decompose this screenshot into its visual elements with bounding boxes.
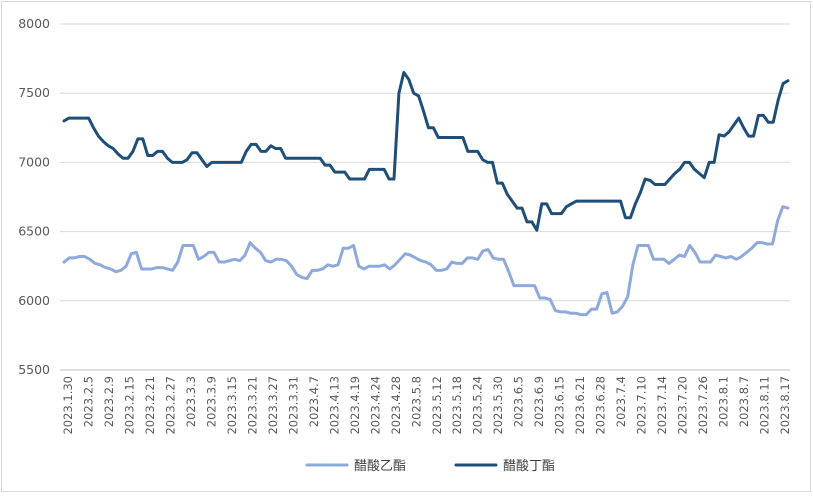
x-tick-label: 2023.3.21 [245, 376, 259, 435]
x-tick-label: 2023.5.18 [450, 376, 464, 435]
x-tick-label: 2023.3.31 [286, 376, 300, 435]
series-lines [62, 70, 790, 317]
x-tick-label: 2023.8.1 [717, 376, 731, 427]
x-tick-label: 2023.7.10 [635, 376, 649, 435]
x-tick-label: 2023.5.24 [471, 376, 485, 435]
x-tick-label: 2023.6.5 [512, 376, 526, 427]
y-tick-label: 7500 [18, 85, 50, 100]
x-tick-label: 2023.7.14 [655, 376, 669, 435]
x-tick-label: 2023.5.12 [430, 376, 444, 435]
x-tick-label: 2023.6.9 [532, 376, 546, 427]
x-tick-label: 2023.1.30 [61, 376, 75, 435]
x-tick-label: 2023.7.26 [696, 376, 710, 435]
x-tick-label: 2023.3.3 [184, 376, 198, 427]
x-tick-label: 2023.6.28 [594, 376, 608, 435]
legend-item-2: 醋酸丁酯 [454, 458, 555, 474]
y-tick-label: 7000 [18, 154, 50, 169]
legend: 醋酸乙酯 醋酸丁酯 [305, 458, 555, 474]
x-tick-label: 2023.6.21 [573, 376, 587, 435]
x-tick-label: 2023.5.30 [491, 376, 505, 435]
x-tick-label: 2023.2.5 [82, 376, 96, 427]
legend-item-1: 醋酸乙酯 [305, 458, 406, 474]
y-axis-ticks: 5500 6000 6500 7000 7500 8000 [18, 16, 50, 377]
x-tick-label: 2023.4.13 [327, 376, 341, 435]
series-line-2 [62, 70, 790, 232]
series-line-1 [62, 205, 790, 317]
x-tick-label: 2023.6.15 [553, 376, 567, 435]
x-tick-label: 2023.2.15 [122, 376, 136, 435]
y-tick-label: 6500 [18, 224, 50, 239]
x-axis-ticks: 2023.1.30 2023.2.5 2023.2.9 2023.2.15 2023.2… [61, 376, 792, 435]
x-tick-label: 2023.4.19 [348, 376, 362, 435]
gridlines [60, 23, 790, 302]
x-tick-label: 2023.8.11 [758, 376, 772, 435]
y-tick-label: 5500 [18, 362, 50, 377]
x-tick-label: 2023.4.7 [307, 376, 321, 427]
x-tick-label: 2023.4.28 [389, 376, 403, 435]
y-tick-label: 6000 [18, 293, 50, 308]
x-tick-label: 2023.3.9 [204, 376, 218, 427]
x-tick-label: 2023.7.20 [676, 376, 690, 435]
x-tick-label: 2023.2.9 [102, 376, 116, 427]
x-tick-label: 2023.8.7 [737, 376, 751, 427]
legend-label: 醋酸丁酯 [503, 458, 555, 474]
x-tick-label: 2023.8.17 [778, 376, 792, 435]
x-tick-label: 2023.7.4 [614, 376, 628, 427]
legend-label: 醋酸乙酯 [354, 458, 406, 474]
x-tick-label: 2023.3.27 [266, 376, 280, 435]
x-tick-label: 2023.2.21 [143, 376, 157, 435]
x-tick-label: 2023.4.24 [368, 376, 382, 435]
x-tick-label: 2023.3.15 [225, 376, 239, 435]
x-tick-label: 2023.5.8 [409, 376, 423, 427]
x-tick-label: 2023.2.27 [163, 376, 177, 435]
y-tick-label: 8000 [18, 16, 50, 31]
